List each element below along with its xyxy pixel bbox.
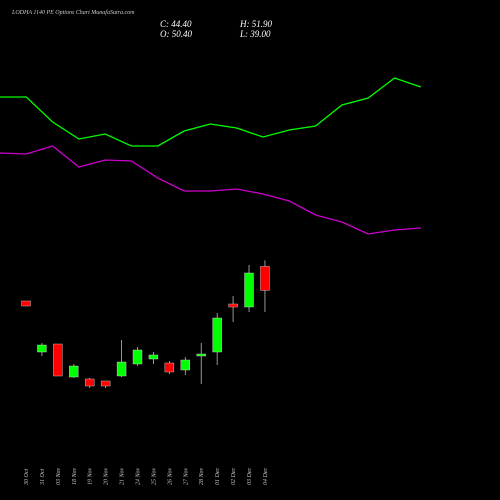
x-tick-label: 30 Oct bbox=[24, 469, 30, 486]
candle-body bbox=[37, 344, 47, 353]
candle-body bbox=[100, 380, 111, 387]
low-info: L: 39.00 bbox=[239, 29, 271, 39]
indicator-line bbox=[0, 77, 422, 147]
candle-body bbox=[148, 354, 159, 360]
candle-body bbox=[212, 317, 222, 353]
candle-body bbox=[244, 272, 254, 308]
x-tick-label: 25 Nov bbox=[151, 467, 157, 485]
candle-body bbox=[228, 303, 238, 308]
candle-body bbox=[196, 353, 206, 357]
candle-body bbox=[260, 266, 270, 291]
x-tick-label: 03 Dec bbox=[247, 468, 253, 485]
x-tick-label: 28 Nov bbox=[199, 467, 205, 485]
candle-body bbox=[164, 362, 175, 373]
candle-body bbox=[85, 378, 95, 387]
indicator-line bbox=[0, 145, 421, 235]
x-tick-label: 31 Oct bbox=[40, 469, 46, 486]
candle-body bbox=[132, 349, 143, 365]
candle-body bbox=[21, 300, 31, 307]
x-tick-label: 03 Nov bbox=[56, 467, 62, 485]
x-tick-label: 24 Nov bbox=[135, 467, 142, 485]
x-tick-label: 04 Dec bbox=[262, 468, 269, 485]
x-tick-label: 02 Dec bbox=[231, 468, 237, 485]
open-info: O: 50.40 bbox=[160, 29, 192, 39]
x-tick-label: 01 Dec bbox=[215, 468, 221, 485]
high-info: H: 51.90 bbox=[239, 19, 272, 29]
x-tick-label: 18 Nov bbox=[72, 467, 78, 485]
chart-title: LODHA 1140 PE Options Chart MunafaSutra.… bbox=[11, 9, 135, 16]
close-info: C: 44.40 bbox=[160, 19, 192, 29]
x-tick-label: 19 Nov bbox=[88, 467, 94, 485]
candle-body bbox=[180, 359, 191, 371]
candle-body bbox=[69, 365, 79, 378]
x-tick-label: 21 Nov bbox=[120, 467, 126, 485]
x-tick-label: 26 Nov bbox=[167, 467, 173, 485]
candle-body bbox=[53, 343, 63, 377]
candle-body bbox=[116, 361, 127, 377]
x-tick-label: 20 Nov bbox=[104, 467, 110, 485]
x-tick-label: 27 Nov bbox=[183, 467, 189, 485]
